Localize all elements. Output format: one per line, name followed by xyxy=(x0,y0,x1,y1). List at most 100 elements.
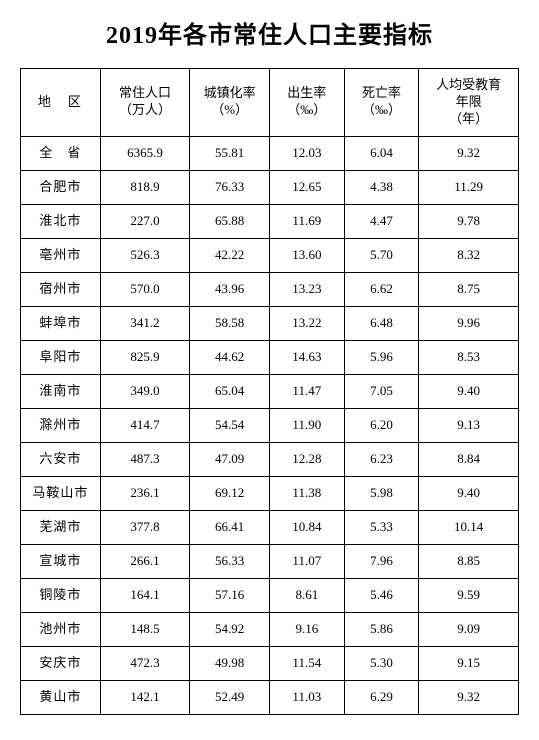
cell-death-rate: 6.48 xyxy=(344,306,419,340)
cell-death-rate: 6.20 xyxy=(344,408,419,442)
header-urban-rate: 城镇化率（%） xyxy=(190,69,270,137)
cell-death-rate: 6.62 xyxy=(344,272,419,306)
cell-death-rate: 5.30 xyxy=(344,646,419,680)
cell-birth-rate: 11.07 xyxy=(269,544,344,578)
cell-population: 570.0 xyxy=(100,272,190,306)
cell-birth-rate: 8.61 xyxy=(269,578,344,612)
cell-edu-years: 10.14 xyxy=(419,510,519,544)
cell-death-rate: 6.29 xyxy=(344,680,419,714)
cell-edu-years: 9.40 xyxy=(419,476,519,510)
cell-urban-rate: 43.96 xyxy=(190,272,270,306)
cell-death-rate: 5.86 xyxy=(344,612,419,646)
table-row: 铜陵市164.157.168.615.469.59 xyxy=(21,578,519,612)
cell-birth-rate: 14.63 xyxy=(269,340,344,374)
table-row: 滁州市414.754.5411.906.209.13 xyxy=(21,408,519,442)
cell-edu-years: 8.84 xyxy=(419,442,519,476)
cell-urban-rate: 55.81 xyxy=(190,136,270,170)
table-row: 马鞍山市236.169.1211.385.989.40 xyxy=(21,476,519,510)
cell-birth-rate: 11.03 xyxy=(269,680,344,714)
cell-edu-years: 9.32 xyxy=(419,136,519,170)
cell-edu-years: 8.85 xyxy=(419,544,519,578)
header-region: 地 区 xyxy=(21,69,101,137)
cell-urban-rate: 65.88 xyxy=(190,204,270,238)
cell-edu-years: 8.75 xyxy=(419,272,519,306)
cell-region: 滁州市 xyxy=(21,408,101,442)
table-row: 淮南市349.065.0411.477.059.40 xyxy=(21,374,519,408)
cell-population: 227.0 xyxy=(100,204,190,238)
cell-population: 142.1 xyxy=(100,680,190,714)
cell-death-rate: 6.23 xyxy=(344,442,419,476)
header-death-rate: 死亡率（‰） xyxy=(344,69,419,137)
cell-edu-years: 9.32 xyxy=(419,680,519,714)
cell-birth-rate: 11.38 xyxy=(269,476,344,510)
cell-population: 472.3 xyxy=(100,646,190,680)
cell-urban-rate: 69.12 xyxy=(190,476,270,510)
cell-population: 341.2 xyxy=(100,306,190,340)
cell-population: 825.9 xyxy=(100,340,190,374)
cell-birth-rate: 9.16 xyxy=(269,612,344,646)
cell-edu-years: 8.32 xyxy=(419,238,519,272)
cell-edu-years: 9.15 xyxy=(419,646,519,680)
cell-region: 铜陵市 xyxy=(21,578,101,612)
cell-region: 全 省 xyxy=(21,136,101,170)
table-row: 全 省6365.955.8112.036.049.32 xyxy=(21,136,519,170)
cell-birth-rate: 13.60 xyxy=(269,238,344,272)
cell-region: 蚌埠市 xyxy=(21,306,101,340)
cell-urban-rate: 47.09 xyxy=(190,442,270,476)
table-row: 阜阳市825.944.6214.635.968.53 xyxy=(21,340,519,374)
cell-edu-years: 9.78 xyxy=(419,204,519,238)
cell-region: 黄山市 xyxy=(21,680,101,714)
cell-urban-rate: 49.98 xyxy=(190,646,270,680)
cell-population: 526.3 xyxy=(100,238,190,272)
table-row: 池州市148.554.929.165.869.09 xyxy=(21,612,519,646)
cell-birth-rate: 11.90 xyxy=(269,408,344,442)
cell-population: 414.7 xyxy=(100,408,190,442)
table-row: 合肥市818.976.3312.654.3811.29 xyxy=(21,170,519,204)
cell-birth-rate: 11.69 xyxy=(269,204,344,238)
table-row: 蚌埠市341.258.5813.226.489.96 xyxy=(21,306,519,340)
cell-population: 818.9 xyxy=(100,170,190,204)
cell-region: 阜阳市 xyxy=(21,340,101,374)
cell-region: 安庆市 xyxy=(21,646,101,680)
cell-death-rate: 4.47 xyxy=(344,204,419,238)
header-edu-years: 人均受教育年限（年） xyxy=(419,69,519,137)
cell-urban-rate: 56.33 xyxy=(190,544,270,578)
cell-urban-rate: 65.04 xyxy=(190,374,270,408)
cell-region: 亳州市 xyxy=(21,238,101,272)
cell-region: 宿州市 xyxy=(21,272,101,306)
page-title: 2019年各市常住人口主要指标 xyxy=(20,15,519,50)
table-row: 黄山市142.152.4911.036.299.32 xyxy=(21,680,519,714)
cell-birth-rate: 10.84 xyxy=(269,510,344,544)
cell-edu-years: 9.09 xyxy=(419,612,519,646)
table-row: 宿州市570.043.9613.236.628.75 xyxy=(21,272,519,306)
cell-death-rate: 7.05 xyxy=(344,374,419,408)
cell-population: 164.1 xyxy=(100,578,190,612)
cell-edu-years: 9.96 xyxy=(419,306,519,340)
cell-urban-rate: 66.41 xyxy=(190,510,270,544)
cell-birth-rate: 12.03 xyxy=(269,136,344,170)
cell-death-rate: 5.96 xyxy=(344,340,419,374)
cell-urban-rate: 54.54 xyxy=(190,408,270,442)
cell-population: 377.8 xyxy=(100,510,190,544)
table-row: 芜湖市377.866.4110.845.3310.14 xyxy=(21,510,519,544)
cell-death-rate: 5.70 xyxy=(344,238,419,272)
cell-population: 266.1 xyxy=(100,544,190,578)
header-birth-rate: 出生率（‰） xyxy=(269,69,344,137)
cell-region: 马鞍山市 xyxy=(21,476,101,510)
cell-region: 淮北市 xyxy=(21,204,101,238)
table-row: 亳州市526.342.2213.605.708.32 xyxy=(21,238,519,272)
cell-region: 宣城市 xyxy=(21,544,101,578)
cell-birth-rate: 12.65 xyxy=(269,170,344,204)
cell-birth-rate: 11.54 xyxy=(269,646,344,680)
cell-edu-years: 11.29 xyxy=(419,170,519,204)
cell-death-rate: 4.38 xyxy=(344,170,419,204)
table-row: 宣城市266.156.3311.077.968.85 xyxy=(21,544,519,578)
cell-urban-rate: 44.62 xyxy=(190,340,270,374)
cell-region: 芜湖市 xyxy=(21,510,101,544)
cell-urban-rate: 52.49 xyxy=(190,680,270,714)
table-header-row: 地 区 常住人口（万人） 城镇化率（%） 出生率（‰） 死亡率（‰） 人均受教育… xyxy=(21,69,519,137)
cell-population: 6365.9 xyxy=(100,136,190,170)
cell-edu-years: 9.59 xyxy=(419,578,519,612)
population-table: 地 区 常住人口（万人） 城镇化率（%） 出生率（‰） 死亡率（‰） 人均受教育… xyxy=(20,68,519,715)
cell-region: 六安市 xyxy=(21,442,101,476)
